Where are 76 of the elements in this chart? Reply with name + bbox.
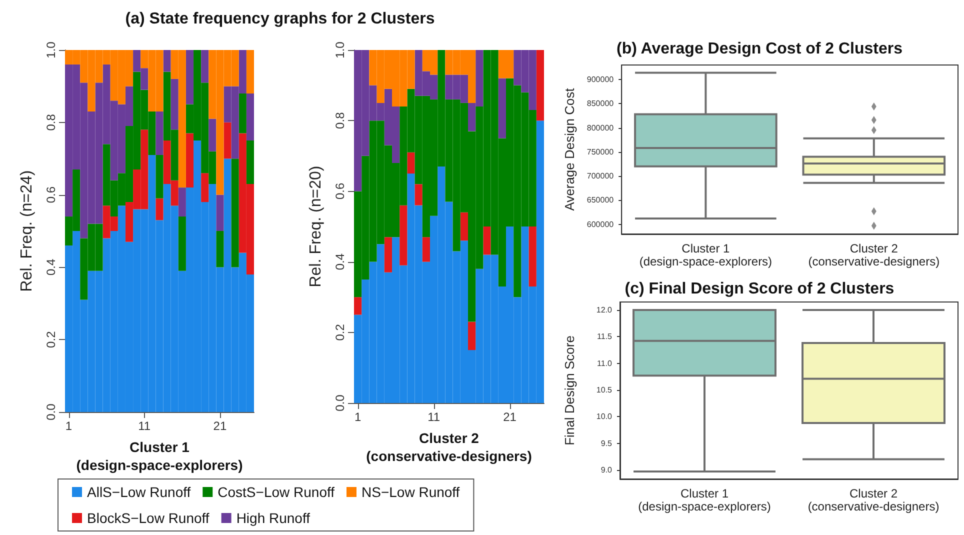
x-tick-label: 11	[428, 410, 440, 424]
bar	[231, 158, 239, 268]
legend-label: High Runoff	[236, 510, 310, 526]
bar	[186, 133, 194, 188]
bar	[498, 78, 506, 138]
y-tick-label: 12.0	[596, 305, 613, 314]
bar	[407, 152, 415, 174]
bar	[208, 118, 216, 152]
y-axis-title: Rel. Freq. (n=24)	[18, 170, 36, 292]
legend-label: NS−Low Runoff	[362, 484, 460, 500]
chart-title: (b) Average Design Cost of 2 Clusters	[616, 40, 903, 58]
bar	[460, 212, 468, 241]
y-tick-label: 1.0	[44, 41, 58, 58]
y-tick-label: 0.6	[333, 182, 347, 200]
legend-label: BlockS−Low Runoff	[87, 510, 210, 526]
bar	[400, 205, 408, 266]
chart-title: (a) State frequency graphs for 2 Clusters	[125, 10, 435, 28]
bar	[216, 231, 224, 268]
bar	[186, 50, 194, 104]
y-axis-title: Average Design Cost	[562, 88, 577, 211]
bar	[201, 173, 209, 202]
bar	[178, 188, 186, 217]
y-tick-label: 650000	[586, 196, 614, 205]
y-axis-title: Rel. Freq. (n=20)	[308, 166, 324, 288]
legend-label: AllS−Low Runoff	[87, 484, 191, 500]
bar	[536, 50, 544, 121]
bar	[354, 297, 362, 315]
bar	[468, 322, 476, 350]
y-tick-label: 10.5	[596, 385, 613, 394]
y-tick-label: 0.4	[44, 258, 58, 276]
bar	[422, 237, 430, 262]
x-tick-label: 21	[213, 419, 227, 433]
bar	[246, 50, 254, 94]
y-tick-label: 0.6	[44, 186, 58, 204]
bar	[178, 216, 186, 271]
bar	[216, 194, 224, 231]
y-tick-label: 0.0	[333, 394, 347, 412]
bar	[238, 93, 246, 134]
y-tick-label: 0.8	[333, 112, 347, 129]
bar	[528, 226, 536, 287]
y-tick-label: 9.0	[600, 465, 613, 474]
y-tick-label: 0.8	[44, 114, 58, 131]
bar	[246, 93, 254, 140]
y-tick-label: 600000	[586, 220, 614, 229]
x-tick-label: 11	[138, 419, 151, 433]
chart-title: (c) Final Design Score of 2 Clusters	[624, 280, 894, 298]
y-tick-label: 0.4	[333, 253, 347, 270]
bar	[414, 184, 422, 206]
x-tick-label: 1	[65, 419, 72, 433]
bar	[163, 50, 171, 72]
y-tick-label: 750000	[586, 147, 614, 156]
y-tick-label: 700000	[586, 172, 614, 181]
y-tick-label: 9.5	[600, 438, 613, 448]
y-tick-label: 850000	[586, 99, 614, 108]
bar	[201, 50, 209, 83]
y-tick-label: 10.0	[596, 412, 613, 422]
bar	[156, 198, 164, 220]
y-tick-label: 0.2	[333, 324, 347, 341]
bar	[156, 154, 164, 198]
y-tick-label: 900000	[586, 74, 614, 84]
x-tick-label: 1	[354, 410, 362, 424]
bar	[483, 226, 491, 255]
y-tick-label: 11.0	[597, 358, 613, 368]
y-axis-title: Final Design Score	[562, 336, 577, 446]
bar	[170, 78, 178, 130]
y-tick-label: 0.0	[44, 403, 58, 420]
y-tick-label: 800000	[586, 123, 614, 132]
bar	[224, 122, 232, 159]
bar	[156, 112, 164, 155]
legend-label: CostS−Low Runoff	[218, 484, 335, 500]
y-tick-label: 1.0	[333, 41, 347, 58]
bar	[246, 140, 254, 184]
y-tick-label: 0.2	[44, 330, 58, 348]
y-tick-label: 11.5	[597, 332, 613, 342]
x-tick-label: 21	[503, 410, 517, 424]
bar	[384, 237, 392, 272]
